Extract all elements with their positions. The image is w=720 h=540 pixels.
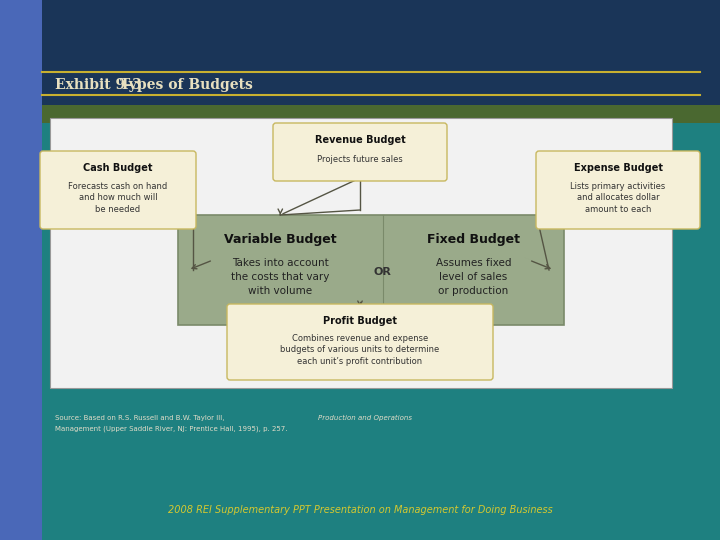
FancyBboxPatch shape xyxy=(227,304,493,380)
FancyBboxPatch shape xyxy=(50,118,672,388)
FancyBboxPatch shape xyxy=(0,0,42,540)
Text: Exhibit 9–3: Exhibit 9–3 xyxy=(55,78,142,92)
FancyBboxPatch shape xyxy=(178,215,564,325)
FancyBboxPatch shape xyxy=(273,123,447,181)
Text: Production and Operations: Production and Operations xyxy=(318,415,412,421)
Text: Types of Budgets: Types of Budgets xyxy=(120,78,253,92)
Text: Fixed Budget: Fixed Budget xyxy=(427,233,520,246)
Text: Expense Budget: Expense Budget xyxy=(574,163,662,173)
Text: Assumes fixed
level of sales
or production: Assumes fixed level of sales or producti… xyxy=(436,258,511,296)
Text: 2008 REI Supplementary PPT Presentation on Management for Doing Business: 2008 REI Supplementary PPT Presentation … xyxy=(168,505,552,515)
Text: Projects future sales: Projects future sales xyxy=(317,156,403,165)
FancyBboxPatch shape xyxy=(40,151,196,229)
FancyBboxPatch shape xyxy=(0,105,720,123)
FancyBboxPatch shape xyxy=(0,0,720,105)
FancyBboxPatch shape xyxy=(536,151,700,229)
Text: Revenue Budget: Revenue Budget xyxy=(315,135,405,145)
Text: Lists primary activities
and allocates dollar
amount to each: Lists primary activities and allocates d… xyxy=(570,181,665,214)
Text: Management (Upper Saddle River, NJ: Prentice Hall, 1995), p. 257.: Management (Upper Saddle River, NJ: Pren… xyxy=(55,426,287,433)
Text: Combines revenue and expense
budgets of various units to determine
each unit’s p: Combines revenue and expense budgets of … xyxy=(280,334,440,366)
Text: Source: Based on R.S. Russell and B.W. Taylor III,: Source: Based on R.S. Russell and B.W. T… xyxy=(55,415,227,421)
Text: Variable Budget: Variable Budget xyxy=(224,233,337,246)
Text: Forecasts cash on hand
and how much will
be needed: Forecasts cash on hand and how much will… xyxy=(68,181,168,214)
Text: Cash Budget: Cash Budget xyxy=(84,163,153,173)
Text: Profit Budget: Profit Budget xyxy=(323,316,397,326)
Text: Takes into account
the costs that vary
with volume: Takes into account the costs that vary w… xyxy=(231,258,330,296)
Text: OR: OR xyxy=(374,267,392,277)
